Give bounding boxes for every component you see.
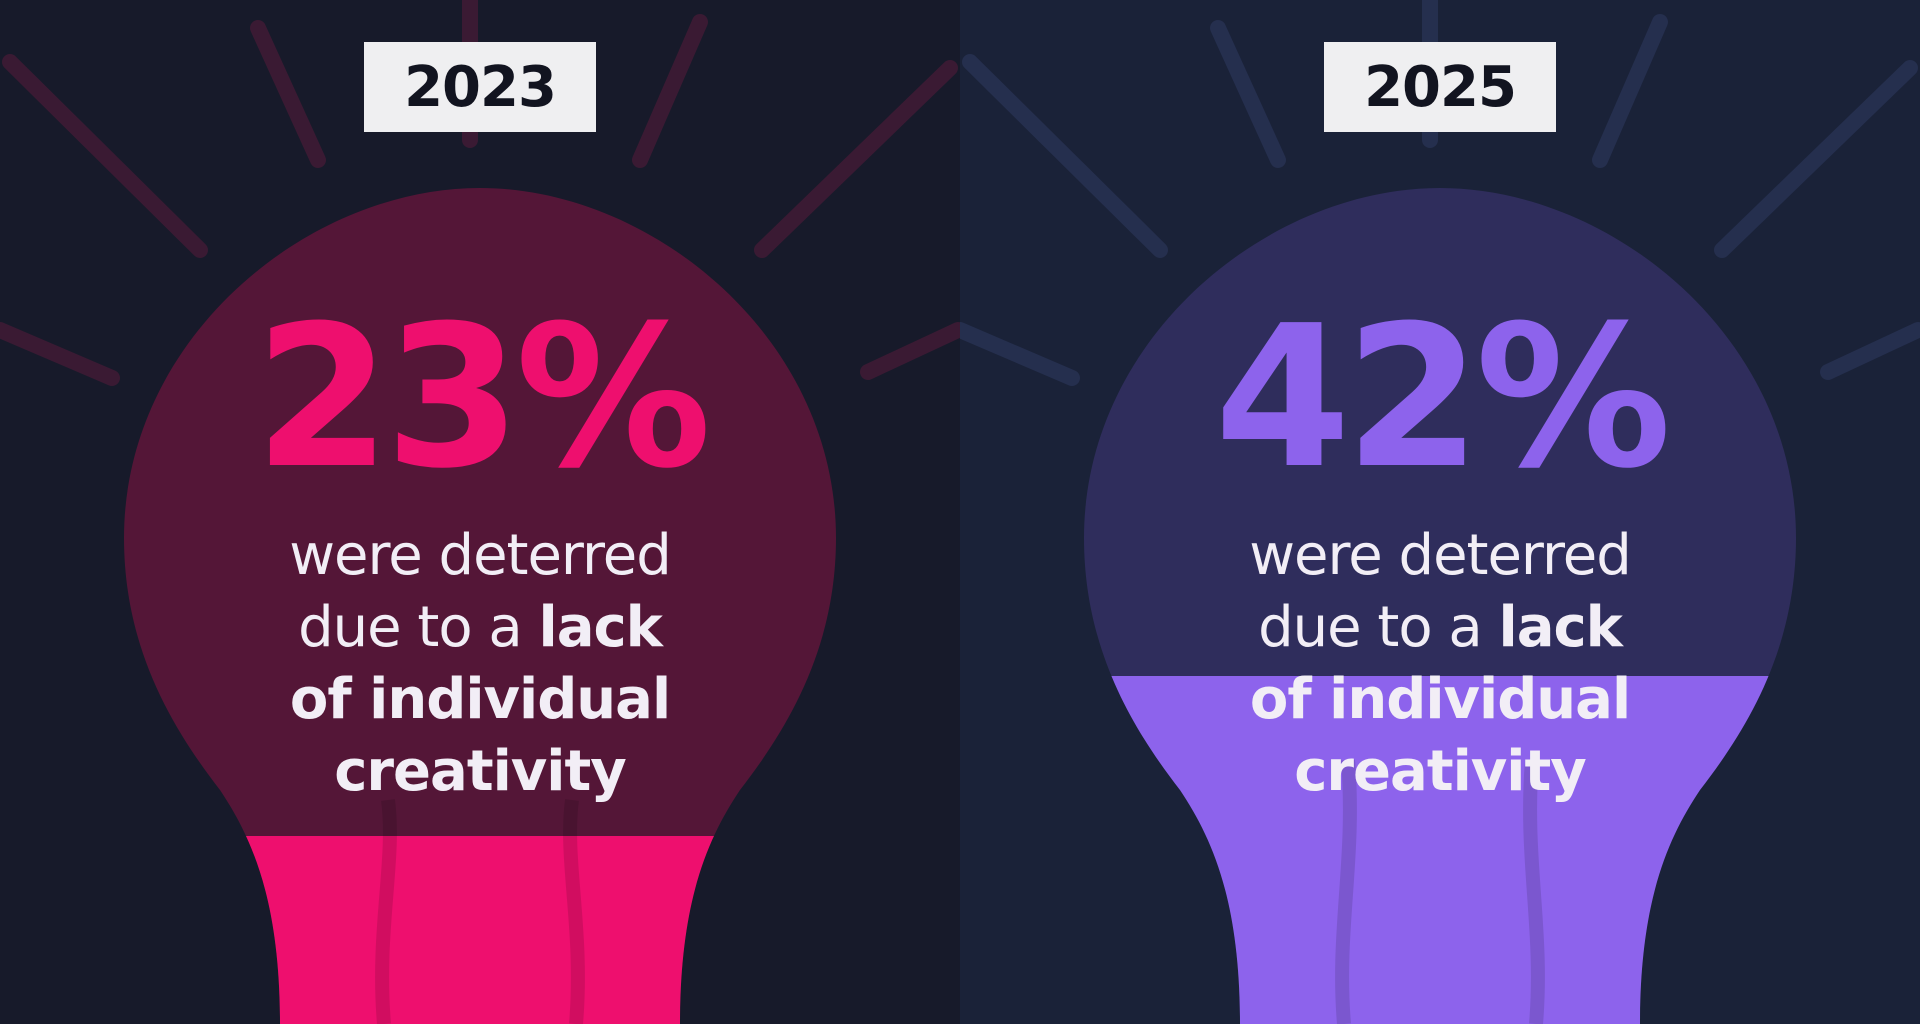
year-badge-2025: 2025 xyxy=(1324,42,1556,132)
filament xyxy=(1335,759,1357,1024)
caption-regular: due to a xyxy=(1258,595,1499,660)
panel-2023-graphic xyxy=(0,0,960,1024)
light-ray xyxy=(632,14,708,168)
caption-2023: were deterred due to a lack of individua… xyxy=(0,520,960,808)
panel-2023: 2023 23% were deterred due to a lack of … xyxy=(0,0,960,1024)
caption-line-2: due to a lack xyxy=(960,592,1920,664)
panel-2025-graphic xyxy=(960,0,1920,1024)
light-ray xyxy=(1714,60,1918,258)
caption-bold: lack xyxy=(1498,595,1623,660)
filament xyxy=(375,799,397,1024)
percent-value-2025: 42% xyxy=(1214,284,1671,512)
caption-bold: of individual xyxy=(289,667,671,732)
light-ray xyxy=(1592,14,1668,168)
caption-bold: lack xyxy=(538,595,663,660)
caption-line-3: of individual xyxy=(960,664,1920,736)
percent-value-2023: 23% xyxy=(254,284,711,512)
caption-line-3: of individual xyxy=(0,664,960,736)
panel-2025: 2025 42% were deterred due to a lack of … xyxy=(960,0,1920,1024)
light-ray xyxy=(754,60,958,258)
light-ray xyxy=(2,54,208,258)
year-label: 2025 xyxy=(1364,54,1517,120)
caption-bold: creativity xyxy=(1294,739,1587,804)
caption-line-1: were deterred xyxy=(289,523,672,588)
light-rays xyxy=(960,0,1920,386)
caption-line-4: creativity xyxy=(960,736,1920,808)
caption-bold: of individual xyxy=(1249,667,1631,732)
filament xyxy=(563,799,585,1024)
caption-line-1: were deterred xyxy=(1249,523,1632,588)
caption-bold: creativity xyxy=(334,739,627,804)
year-label: 2023 xyxy=(404,54,557,120)
light-ray xyxy=(0,322,120,386)
caption-line-2: due to a lack xyxy=(0,592,960,664)
caption-line-4: creativity xyxy=(0,736,960,808)
year-badge-2023: 2023 xyxy=(364,42,596,132)
filament xyxy=(1523,759,1545,1024)
light-ray xyxy=(250,20,326,168)
light-ray xyxy=(860,322,960,380)
light-ray xyxy=(962,54,1168,258)
light-ray xyxy=(1210,20,1286,168)
light-ray xyxy=(1820,322,1920,380)
caption-regular: due to a xyxy=(298,595,539,660)
light-ray xyxy=(960,322,1080,386)
caption-2025: were deterred due to a lack of individua… xyxy=(960,520,1920,808)
